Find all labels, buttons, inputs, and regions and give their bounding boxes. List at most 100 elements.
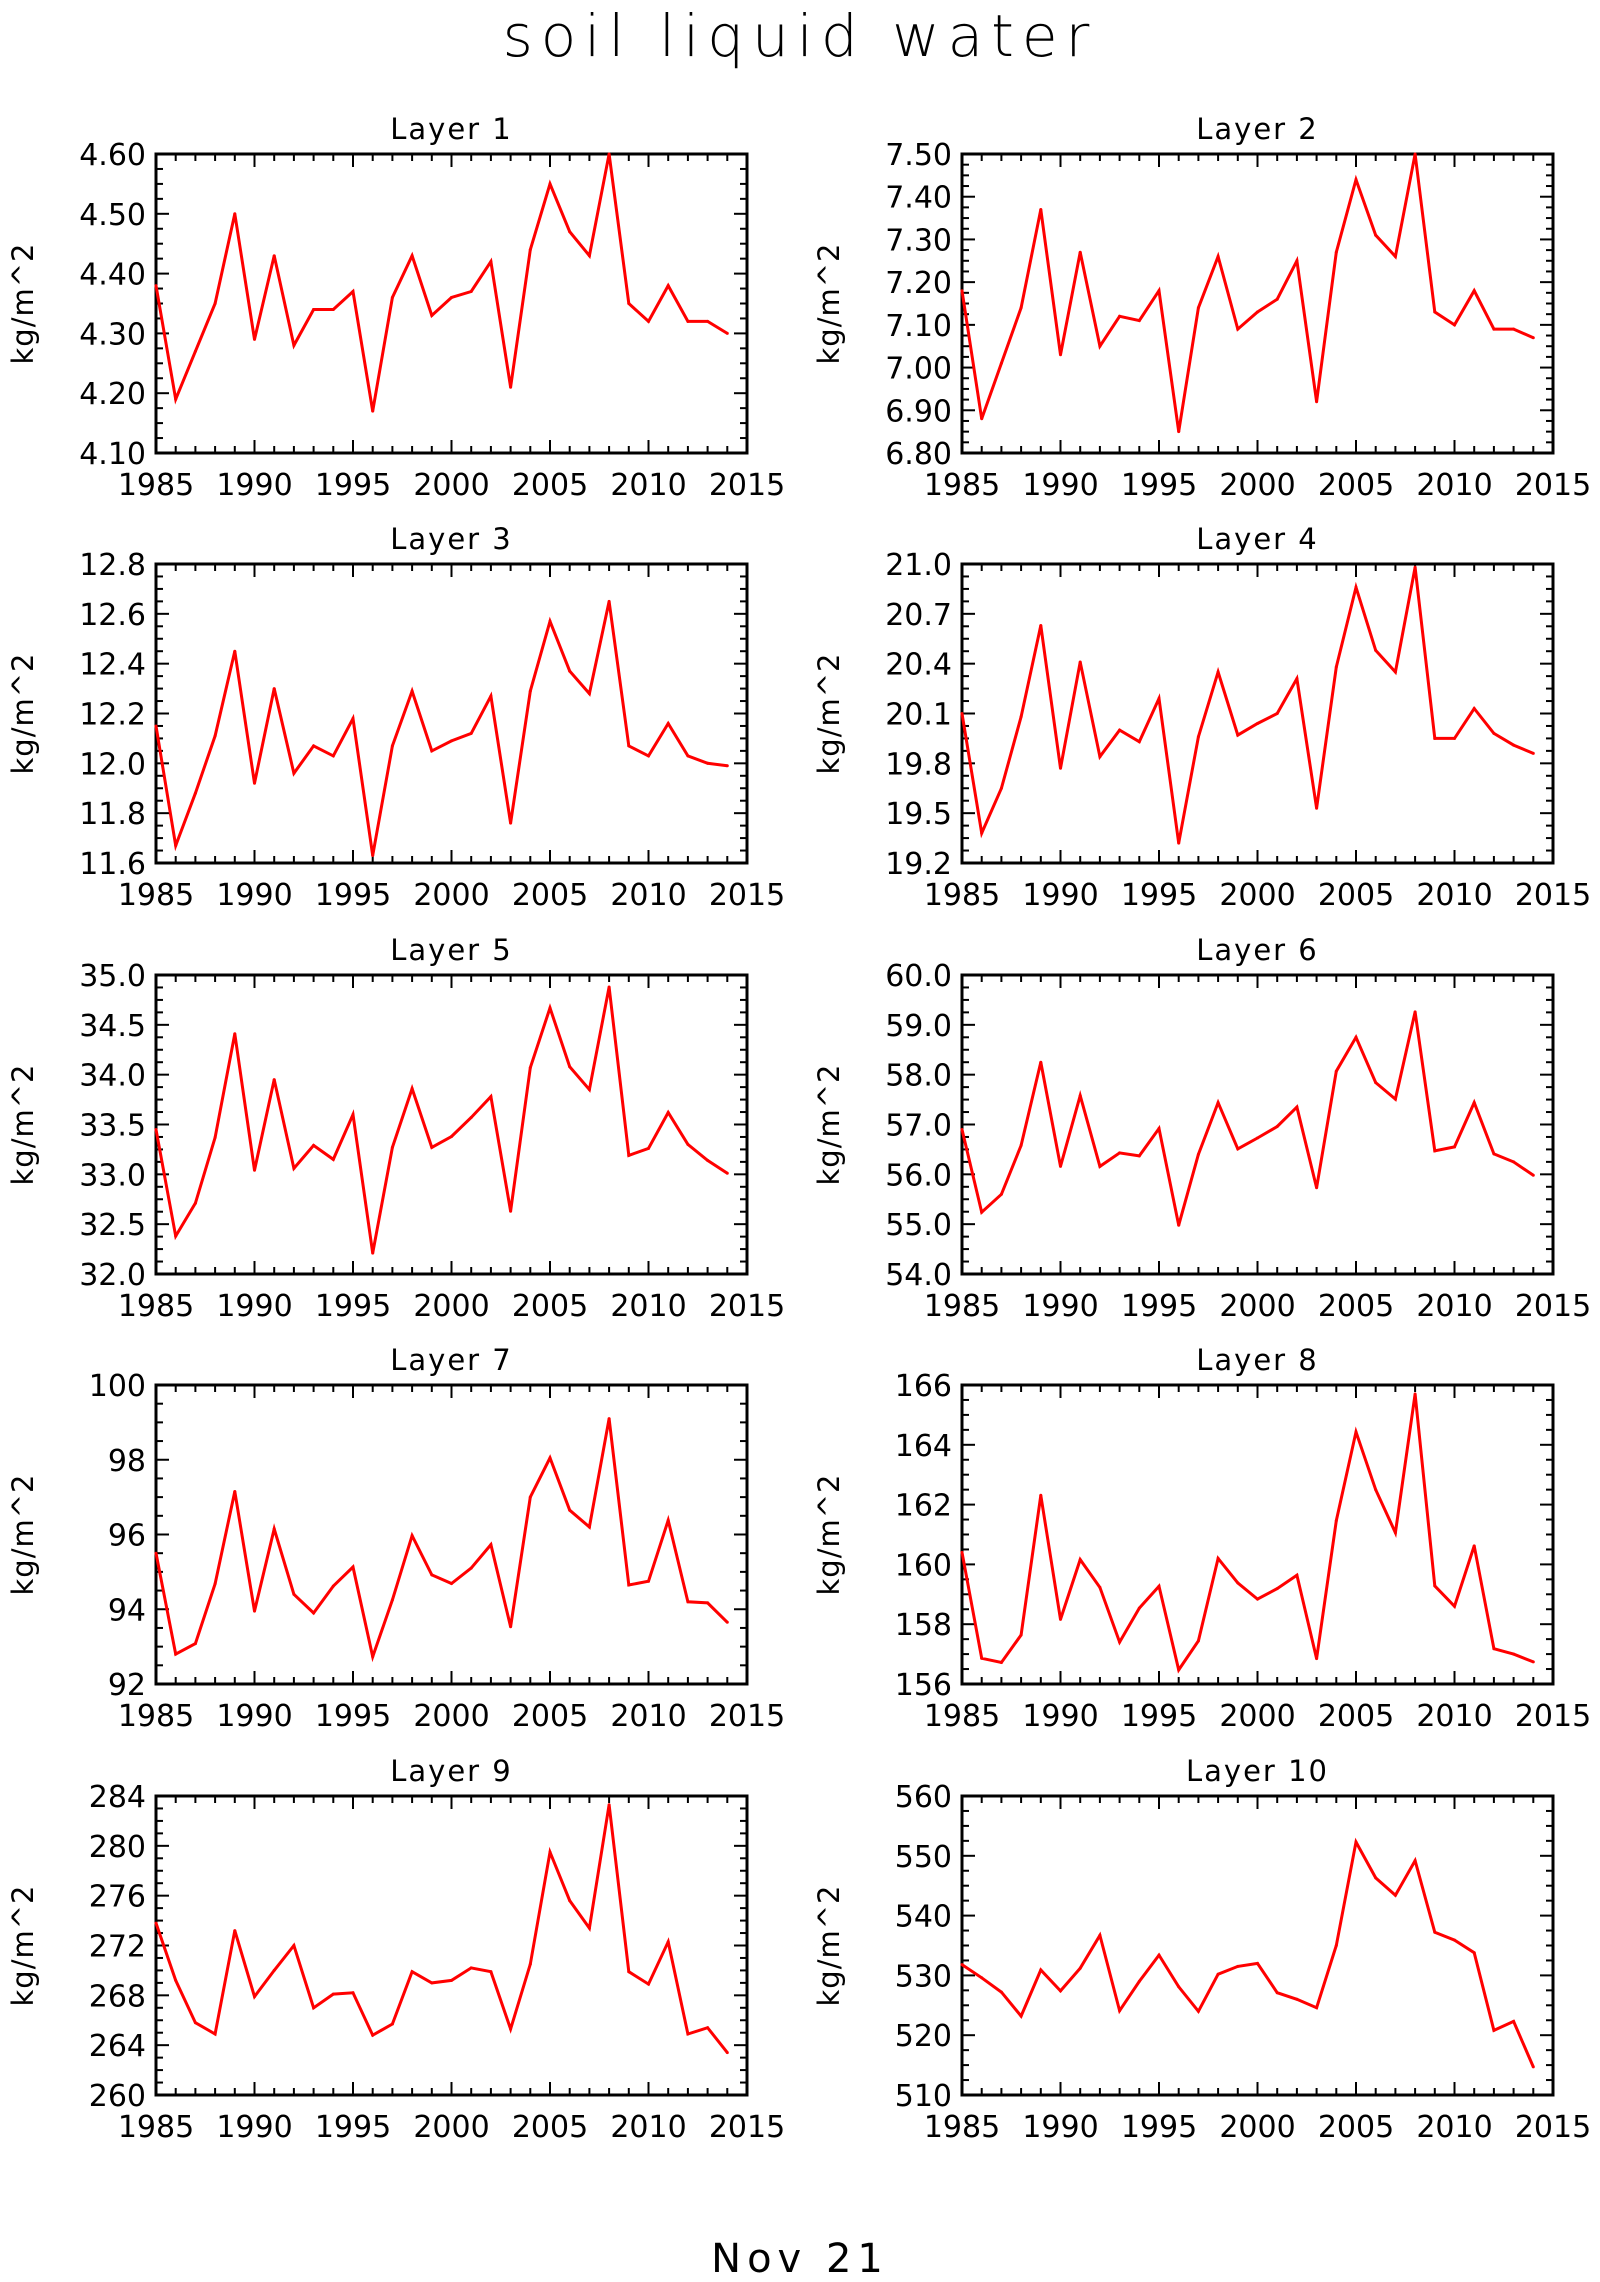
data-point bbox=[193, 1201, 197, 1205]
data-point bbox=[1256, 722, 1259, 725]
data-point bbox=[410, 689, 414, 693]
data-point bbox=[1472, 1544, 1476, 1548]
data-point bbox=[627, 1583, 631, 1587]
chart-title: Layer 6 bbox=[1196, 933, 1319, 967]
x-tick-label: 2000 bbox=[1219, 2110, 1295, 2145]
y-tick-label: 33.5 bbox=[79, 1109, 146, 1144]
series-line bbox=[154, 601, 728, 856]
x-tick-label: 2000 bbox=[1219, 1699, 1295, 1734]
y-tick-label: 4.30 bbox=[79, 317, 146, 352]
y-tick-label: 60.0 bbox=[885, 959, 952, 994]
data-point bbox=[1334, 1944, 1338, 1947]
y-tick-label: 6.90 bbox=[885, 394, 952, 429]
data-point bbox=[568, 669, 572, 673]
data-point bbox=[272, 1527, 276, 1531]
data-point bbox=[1059, 353, 1062, 357]
data-point bbox=[253, 1168, 256, 1172]
data-point bbox=[587, 1926, 591, 1930]
data-point bbox=[1472, 1101, 1476, 1105]
data-point bbox=[1472, 707, 1476, 710]
data-point bbox=[213, 1582, 217, 1586]
data-point bbox=[1216, 1101, 1220, 1105]
chart-title: Layer 5 bbox=[390, 933, 513, 967]
data-point bbox=[666, 284, 670, 288]
x-tick-label: 2010 bbox=[1416, 1289, 1492, 1324]
x-tick-label: 2005 bbox=[1318, 878, 1394, 913]
data-point bbox=[725, 331, 729, 335]
data-point bbox=[1531, 1173, 1535, 1177]
data-point bbox=[587, 1525, 591, 1529]
data-point bbox=[647, 1982, 650, 1986]
data-point bbox=[1393, 1531, 1397, 1535]
data-point bbox=[1393, 1097, 1397, 1101]
data-point bbox=[980, 1210, 984, 1214]
data-point bbox=[548, 619, 552, 623]
data-point bbox=[312, 308, 316, 311]
y-tick-label: 530 bbox=[895, 1959, 952, 1994]
chart-title: Layer 3 bbox=[390, 522, 513, 556]
series-line bbox=[154, 153, 729, 412]
x-tick-label: 1985 bbox=[924, 878, 1000, 913]
data-point bbox=[980, 831, 984, 835]
data-point bbox=[233, 1032, 237, 1036]
x-tick-label: 1995 bbox=[1121, 1699, 1197, 1734]
data-point bbox=[1374, 1876, 1378, 1880]
data-point bbox=[1334, 665, 1338, 669]
data-point bbox=[548, 1006, 552, 1010]
plot-frame bbox=[154, 1794, 749, 2097]
data-point bbox=[960, 712, 964, 715]
data-point bbox=[1256, 1136, 1259, 1140]
footer-text: Nov 21 bbox=[711, 2236, 889, 2282]
data-point bbox=[1236, 1147, 1240, 1151]
y-tick-label: 32.0 bbox=[79, 1258, 146, 1293]
x-tick-label: 1985 bbox=[118, 1699, 194, 1734]
data-point bbox=[999, 786, 1003, 790]
y-tick-label: 158 bbox=[895, 1608, 952, 1643]
data-point bbox=[174, 1234, 178, 1238]
data-point bbox=[1236, 733, 1240, 737]
data-point bbox=[193, 349, 197, 353]
data-point bbox=[1275, 297, 1279, 301]
data-point bbox=[1413, 1859, 1417, 1863]
y-tick-label: 34.0 bbox=[79, 1059, 146, 1094]
x-tick-label: 1990 bbox=[216, 1699, 292, 1734]
data-point bbox=[1216, 255, 1220, 258]
x-tick-label: 1990 bbox=[216, 468, 292, 503]
chart-title: Layer 7 bbox=[390, 1343, 513, 1377]
data-point bbox=[1098, 1933, 1102, 1937]
data-point bbox=[1295, 1573, 1299, 1577]
data-point bbox=[1236, 327, 1240, 331]
data-point bbox=[174, 397, 178, 401]
data-point bbox=[1512, 1160, 1516, 1164]
x-tick-label: 1990 bbox=[1022, 1699, 1098, 1734]
data-point bbox=[1512, 743, 1516, 747]
data-point bbox=[1098, 1164, 1102, 1168]
data-point bbox=[1453, 1938, 1456, 1942]
data-point bbox=[1315, 2006, 1319, 2010]
data-point bbox=[607, 1417, 611, 1421]
x-tick-label: 2010 bbox=[610, 878, 686, 913]
x-tick-label: 1995 bbox=[315, 1699, 391, 1734]
data-point bbox=[174, 844, 178, 848]
data-point bbox=[154, 1921, 158, 1925]
chart-panel-7: Layer 7 1985 1990 1995 2000 2005 2010 2015 92 94 9… bbox=[6, 1343, 785, 1734]
data-point bbox=[528, 1066, 532, 1070]
data-point bbox=[568, 230, 572, 234]
data-point bbox=[1236, 1964, 1240, 1968]
x-tick-label: 2005 bbox=[512, 2110, 588, 2145]
data-point bbox=[292, 771, 296, 775]
data-point bbox=[1137, 1979, 1141, 1983]
y-tick-label: 92 bbox=[108, 1668, 146, 1703]
data-point bbox=[1413, 1010, 1417, 1014]
data-point bbox=[1098, 755, 1102, 759]
y-tick-label: 96 bbox=[108, 1519, 146, 1554]
data-point bbox=[1492, 1647, 1496, 1651]
data-point bbox=[1177, 1668, 1181, 1672]
data-point bbox=[1078, 1094, 1082, 1098]
y-axis-label: kg/m^2 bbox=[812, 243, 846, 365]
data-point bbox=[607, 599, 611, 603]
data-point bbox=[960, 1550, 964, 1554]
data-point bbox=[666, 1518, 670, 1522]
y-tick-label: 268 bbox=[89, 1979, 146, 2014]
